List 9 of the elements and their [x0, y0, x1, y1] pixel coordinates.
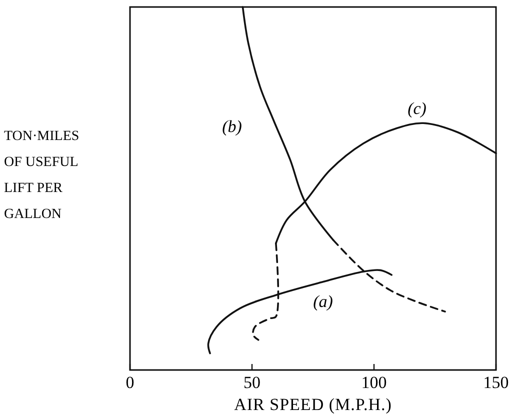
annotation: (b) [222, 116, 242, 136]
x-tick-label: 0 [126, 373, 134, 392]
x-axis-title: AIR SPEED (M.P.H.) [234, 395, 392, 414]
annotation: (a) [313, 292, 334, 311]
x-tick-label: 150 [483, 373, 509, 392]
x-tick-label: 100 [361, 373, 387, 392]
x-tick-label: 50 [244, 373, 260, 392]
annotation: (c) [408, 98, 427, 118]
y-axis-title: TON·MILES OF USEFUL LIFT PER GALLON [4, 129, 80, 222]
